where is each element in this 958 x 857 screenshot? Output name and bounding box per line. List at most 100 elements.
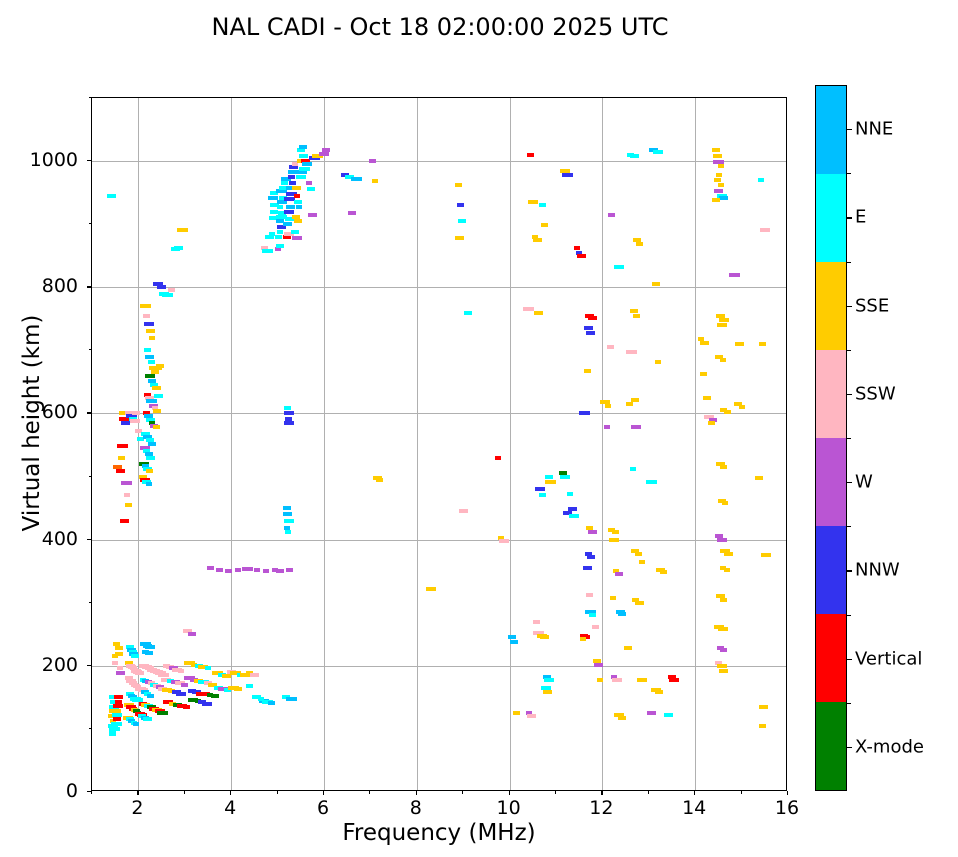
echo-mark [285,567,293,572]
echo-mark [637,677,647,682]
echo-mark [585,526,594,531]
echo-mark [347,210,356,215]
echo-mark [250,672,259,677]
echo-mark [145,329,156,334]
echo-mark [230,671,242,676]
echo-mark [716,663,728,668]
echo-mark [161,292,173,297]
echo-mark [145,395,154,400]
echo-mark [284,231,295,236]
colorbar-band-vertical [816,614,846,702]
echo-mark [110,700,119,705]
echo-mark [111,660,119,665]
echo-mark [286,696,297,701]
echo-mark [258,696,265,701]
echo-mark [145,455,156,460]
echo-mark [567,507,577,512]
echo-mark [269,209,278,214]
gridline-horizontal [92,413,786,415]
echo-mark [322,147,331,152]
echo-mark [221,673,232,678]
echo-mark [575,250,583,255]
echo-mark [208,682,218,687]
x-tick-label: 2 [131,797,144,819]
echo-mark [143,348,152,353]
echo-mark [718,498,726,503]
echo-mark [197,680,209,685]
echo-mark [545,479,556,484]
colorbar-tick-label-nnw: NNW [855,559,900,581]
x-tick-label: 16 [774,797,800,819]
echo-mark [319,151,329,156]
echo-mark [738,405,745,410]
echo-mark [274,247,281,252]
echo-mark [607,528,616,533]
echo-mark [607,212,616,217]
echo-mark [630,154,640,159]
echo-mark [114,699,122,704]
echo-mark [275,219,284,224]
echo-mark [125,411,133,416]
echo-mark [457,203,465,208]
echo-mark [145,354,154,359]
echo-mark [284,406,292,411]
echo-mark [118,455,126,460]
echo-mark [121,480,132,485]
echo-mark [758,342,767,347]
y-tick [87,160,91,162]
echo-mark [267,701,275,706]
echo-mark [458,219,467,224]
echo-mark [173,246,183,251]
echo-mark [204,681,212,686]
echo-mark [125,644,135,649]
y-tick [87,538,91,540]
y-tick-label: 1000 [29,149,78,172]
echo-mark [293,193,301,198]
echo-mark [586,593,593,598]
echo-mark [609,595,616,600]
echo-mark [454,236,464,241]
echo-mark [162,700,174,705]
colorbar-band-edge [847,526,851,528]
colorbar-tick-label-e: E [855,206,867,228]
y-tick [87,664,91,667]
x-tick-minor [91,791,92,794]
y-tick-minor [88,475,91,477]
echo-mark [154,366,162,371]
echo-mark [579,637,587,642]
echo-mark [157,672,169,677]
echo-mark [604,403,612,408]
echo-mark [582,635,590,640]
colorbar-tick-label-w: W [855,471,873,493]
echo-mark [724,551,733,556]
echo-mark [109,731,116,736]
echo-mark [119,411,128,416]
echo-mark [188,697,198,702]
echo-mark [719,668,729,673]
echo-mark [638,559,646,564]
echo-mark [583,566,592,571]
echo-mark [284,530,291,535]
echo-mark [635,242,644,247]
colorbar-tick [847,658,852,660]
echo-mark [112,726,121,731]
echo-mark [142,479,152,484]
echo-mark [611,530,620,535]
echo-mark [463,310,472,315]
echo-mark [113,465,122,470]
echo-mark [190,662,198,667]
echo-mark [663,713,674,718]
echo-mark [284,420,295,425]
echo-mark [716,537,728,542]
colorbar-band-w [816,438,846,526]
y-tick-minor [88,727,91,729]
echo-mark [282,234,292,239]
x-tick [415,791,418,795]
echo-mark [207,692,214,697]
y-tick-minor [88,223,91,225]
echo-mark [540,635,549,640]
echo-mark [129,419,140,424]
echo-mark [716,313,726,318]
echo-mark [592,658,602,663]
echo-mark [109,719,117,724]
